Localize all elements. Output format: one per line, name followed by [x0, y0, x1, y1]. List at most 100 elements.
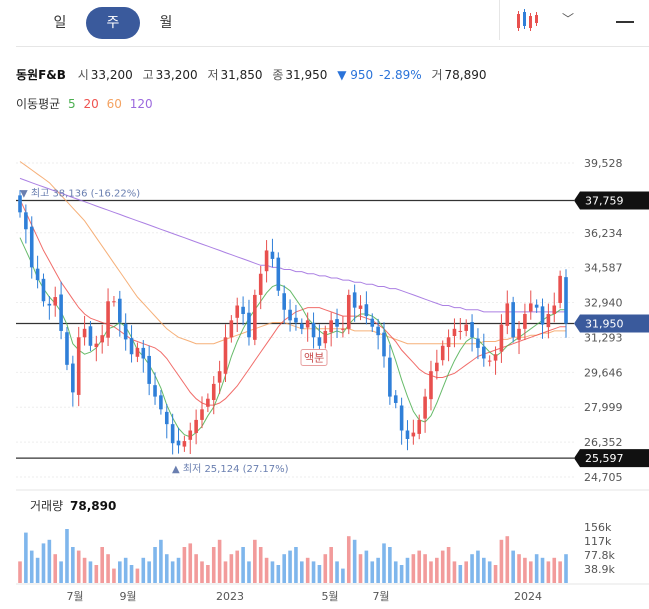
x-tick-label: 7월	[66, 590, 83, 603]
ma20-line	[19, 199, 566, 406]
volume-bar	[65, 529, 69, 583]
volume-bar	[106, 554, 110, 583]
volume-bar	[411, 554, 416, 583]
volume-bar	[159, 539, 163, 583]
tab-weekly[interactable]: 주	[86, 7, 140, 39]
volume-bar	[317, 565, 322, 583]
volume-bar	[458, 565, 463, 583]
candle-body	[223, 337, 228, 374]
volume-bar	[482, 557, 486, 583]
candle-body	[411, 432, 416, 437]
candle-body	[100, 335, 104, 343]
candle-body	[65, 332, 69, 365]
header-divider	[16, 46, 649, 47]
open-label: 시	[77, 68, 89, 82]
candle-body	[505, 303, 510, 326]
price-tick-label: 39,528	[584, 157, 623, 170]
x-tick-label: 5월	[321, 590, 338, 603]
ma-60-label: 60	[106, 97, 122, 111]
volume-bar	[206, 565, 210, 583]
volume-bar	[300, 561, 304, 583]
candle-body	[106, 301, 110, 338]
volume-tick-label: 117k	[584, 535, 612, 548]
volume-bar	[217, 539, 222, 583]
level-label: 37,759	[585, 194, 624, 207]
volume-bar	[229, 554, 234, 583]
volume-bar	[270, 561, 275, 583]
candle-body	[393, 395, 398, 403]
candle-body	[41, 278, 46, 302]
volume-bar	[528, 561, 533, 583]
volume-bar	[118, 561, 122, 583]
candle-body	[517, 328, 521, 340]
candle-body	[482, 346, 486, 359]
candle-body	[499, 324, 504, 352]
volume-bar	[499, 539, 504, 583]
volume-bar	[176, 557, 181, 583]
volume-bar	[552, 557, 557, 583]
tab-daily[interactable]: 일	[53, 15, 67, 31]
change-percent: -2.89%	[379, 68, 422, 82]
volume-bar	[182, 547, 187, 583]
current-price-badge	[574, 314, 649, 333]
candle-body	[305, 320, 310, 328]
chart-type-icon[interactable]	[0, 0, 649, 46]
candle-body	[182, 441, 187, 447]
menu-icon[interactable]	[616, 21, 634, 23]
candle-body	[358, 305, 363, 309]
volume-bar	[370, 561, 375, 583]
ma120-line	[19, 177, 566, 313]
tab-monthly[interactable]: 월	[159, 15, 173, 31]
low-annotation: ▲ 최저 25,124 (27.17%)	[172, 463, 289, 475]
candle-body	[247, 312, 251, 338]
volume-bar	[358, 554, 363, 583]
volume-bar	[393, 561, 398, 583]
period-tabs: 일 주 월 ﹀	[0, 0, 649, 46]
candle-body	[370, 318, 375, 327]
volume-bar	[47, 539, 52, 583]
level-badge	[574, 191, 649, 210]
split-badge	[300, 348, 328, 366]
volume-bar	[59, 561, 63, 583]
volume-bar	[558, 561, 562, 583]
candle-body	[35, 268, 40, 281]
volume-bar	[258, 547, 263, 583]
candle-body	[270, 251, 275, 259]
candle-body	[241, 306, 245, 314]
volume-bar	[153, 547, 157, 583]
volume-bar	[505, 536, 510, 583]
volume-bar	[188, 543, 193, 583]
volume-bar	[282, 554, 286, 583]
volume-bar	[71, 547, 75, 583]
volume-bar	[35, 557, 40, 583]
candle-body	[188, 430, 193, 440]
candle-body	[476, 338, 480, 348]
volume-bar	[417, 550, 422, 583]
price-tick-label: 24,705	[584, 471, 623, 484]
volume-bar	[452, 561, 457, 583]
volume-bar	[534, 554, 539, 583]
candle-body	[300, 323, 304, 329]
moving-average-legend[interactable]: 이동평균 5 20 60 120	[16, 95, 157, 112]
volume-title-value: 78,890	[70, 499, 116, 513]
volume-bar	[329, 547, 333, 583]
volume-bar	[335, 561, 339, 583]
candle-body	[153, 385, 157, 397]
candle-body	[558, 275, 562, 303]
volume-bar	[141, 557, 146, 583]
candle-body	[82, 328, 87, 338]
volume-bar	[341, 568, 345, 583]
chevron-down-icon[interactable]: ﹀	[562, 12, 575, 26]
candle-body	[311, 322, 316, 338]
price-tick-label: 26,352	[584, 436, 623, 449]
candle-body	[24, 212, 28, 230]
open-value: 33,200	[90, 68, 133, 82]
candle-body	[493, 354, 498, 361]
candle-body	[76, 337, 81, 395]
candle-body	[464, 324, 468, 331]
volume-bar	[29, 550, 34, 583]
candle-body	[135, 347, 140, 357]
close-value: 31,950	[285, 68, 328, 82]
volume-bar	[241, 547, 245, 583]
